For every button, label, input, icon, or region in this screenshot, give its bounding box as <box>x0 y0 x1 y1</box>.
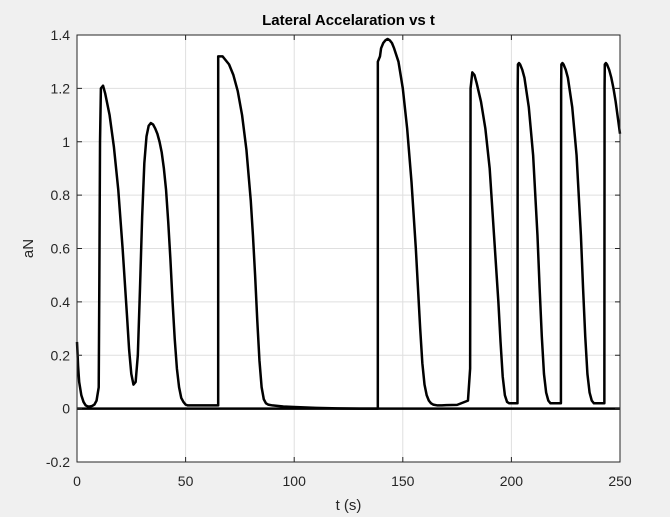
y-tick-label: 1 <box>62 134 70 150</box>
x-axis-label: t (s) <box>336 497 362 514</box>
y-tick-label: 0 <box>62 401 70 417</box>
x-tick-label: 150 <box>391 473 415 489</box>
y-tick-label: 0.2 <box>51 347 71 363</box>
y-axis-label: aN <box>20 239 37 258</box>
x-tick-label: 100 <box>283 473 307 489</box>
y-tick-label: 1.2 <box>51 80 71 96</box>
x-tick-label: 200 <box>500 473 524 489</box>
chart-title: Lateral Accelaration vs t <box>262 12 435 29</box>
x-tick-label: 0 <box>73 473 81 489</box>
y-tick-label: 1.4 <box>51 27 71 43</box>
y-tick-label: 0.6 <box>51 241 71 257</box>
x-axis: 0 50 100 150 200 250 <box>73 35 632 489</box>
x-tick-label: 250 <box>608 473 632 489</box>
plot-area: 0 50 100 150 200 250 -0.200.20.40.60.811.21.4 <box>46 27 632 489</box>
y-axis: -0.2 0 0.2 0.4 0.6 0.8 1 1.2 1.4 <box>46 27 620 470</box>
y-tick-label: 0.8 <box>51 187 71 203</box>
series-line-aN <box>75 37 622 410</box>
y-tick-label: 0.4 <box>51 294 71 310</box>
series-layer <box>75 37 622 410</box>
y-tick-label: -0.2 <box>46 454 70 470</box>
x-tick-label: 50 <box>178 473 194 489</box>
